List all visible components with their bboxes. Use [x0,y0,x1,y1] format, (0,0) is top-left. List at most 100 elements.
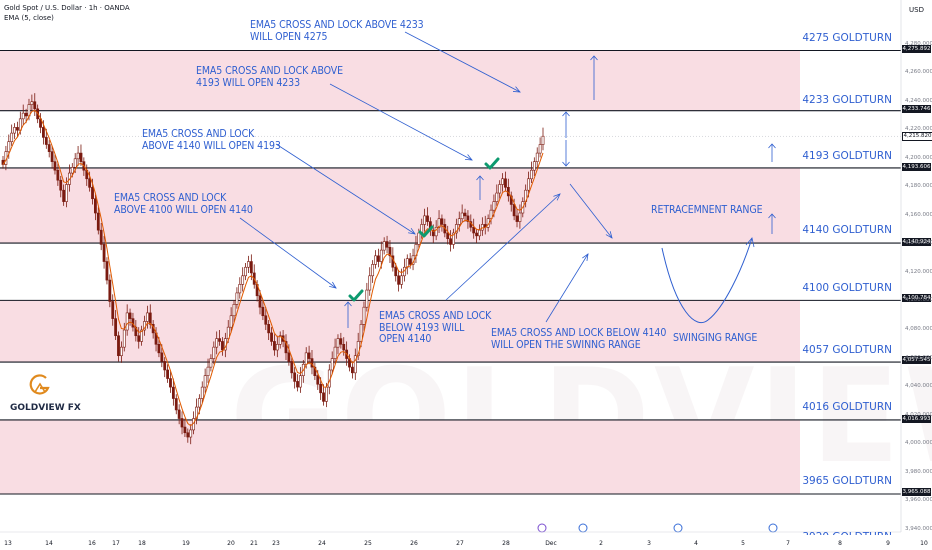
candle-body [405,258,409,268]
candle-body [371,264,375,277]
x-tick-label: 5 [741,540,745,547]
candle-body [330,358,334,371]
note-below-4140: EMA5 CROSS AND LOCK BELOW 4140 WILL OPEN… [491,327,667,351]
price-tag-4233: 4,233.746 [902,105,931,113]
x-tick-label: 23 [272,540,280,547]
candle-body [359,324,363,342]
y-tick-label: 4,280.000 [905,40,932,47]
x-tick-label: 17 [112,540,120,547]
candle-body [212,346,216,359]
annotation-marks [239,31,778,533]
check-icon [484,157,500,170]
candle-body [377,255,380,262]
candle-body [33,101,37,110]
price-tag-4057: 4,057.545 [902,356,931,364]
candle-body [275,343,279,351]
y-tick-label: 4,080.000 [905,326,932,333]
candle-body [307,352,311,359]
candle-body [247,261,250,268]
x-tick-label: 9 [886,540,890,547]
y-tick-label: 4,100.000 [905,297,932,304]
note-swinging-range: SWINGING RANGE [673,332,758,344]
candle-body [333,346,337,359]
pointer-arrow [569,183,613,239]
candle-body [374,255,377,265]
level-label-4275: 4275 GOLDTURN [802,32,892,44]
y-tick-label: 4,140.000 [905,240,932,247]
x-tick-label: 25 [364,540,372,547]
pink-zone [0,50,800,111]
candle-body [111,301,115,319]
candle-body [339,338,343,345]
candle-body [290,361,294,374]
x-tick-label: 19 [182,540,190,547]
price-tag-4275: 4,275.892 [902,45,931,53]
level-label-4057: 4057 GOLDTURN [802,344,892,356]
indicator-label[interactable]: EMA (5, close) [4,14,54,22]
candle-body [365,289,369,308]
candle-body [119,346,123,357]
symbol-title[interactable]: Gold Spot / U.S. Dollar · 1h · OANDA [4,4,130,12]
candle-body [325,386,328,402]
candle-body [278,335,282,345]
candle-body [189,429,193,438]
candle-body [94,198,97,214]
pointer-arrow [545,253,589,323]
candle-body [267,324,271,334]
vertical-arrow-head [590,55,598,61]
ema-line [2,109,544,427]
candle-body [249,261,253,274]
candle-body [284,341,288,354]
current-price-tag: 4,215.820 [902,132,932,141]
candle-body [7,141,11,152]
check-icon [348,289,364,302]
candle-body [310,358,314,368]
candle-body [238,284,242,294]
candle-body [457,218,461,225]
x-tick-label: 7 [786,540,790,547]
level-label-3920-partial: 3920 GOLDTURN [802,529,892,535]
candle-body [446,232,450,240]
level-label-3965: 3965 GOLDTURN [802,475,892,487]
candle-body [186,432,190,438]
candle-body [122,329,126,348]
candle-body [56,169,60,181]
x-tick-label: 20 [227,540,235,547]
y-tick-label: 3,960.000 [905,497,932,504]
vertical-arrow-head [768,143,776,149]
candle-body [541,135,545,145]
candle-body [495,192,499,202]
y-tick-label: 4,040.000 [905,383,932,390]
candle-body [88,178,92,188]
candle-body [232,304,236,317]
candle-body [394,266,398,277]
candle-body [62,189,66,202]
candle-body [532,161,536,171]
candle-body [478,229,481,237]
y-tick-label: 4,160.000 [905,211,932,218]
candle-body [137,335,141,342]
candle-body [304,352,308,365]
candle-body [356,341,360,357]
candle-body [50,151,54,162]
candle-body [235,292,239,305]
event-icon [673,523,683,533]
candle-body [423,215,427,225]
x-tick-label: 10 [920,540,928,547]
x-tick-label: 21 [250,540,258,547]
y-tick-label: 4,180.000 [905,183,932,190]
candle-body [501,178,504,185]
candle-body [293,372,297,382]
candle-layer [1,93,545,445]
event-icon [578,523,588,533]
x-tick-label: 27 [456,540,464,547]
goldview-logo-icon [29,374,50,395]
candle-body [206,366,210,376]
candle-body [76,152,80,160]
candle-body [538,144,542,154]
candle-body [128,312,132,319]
candle-body [319,383,323,394]
candle-body [454,224,458,234]
candle-body [336,338,340,348]
